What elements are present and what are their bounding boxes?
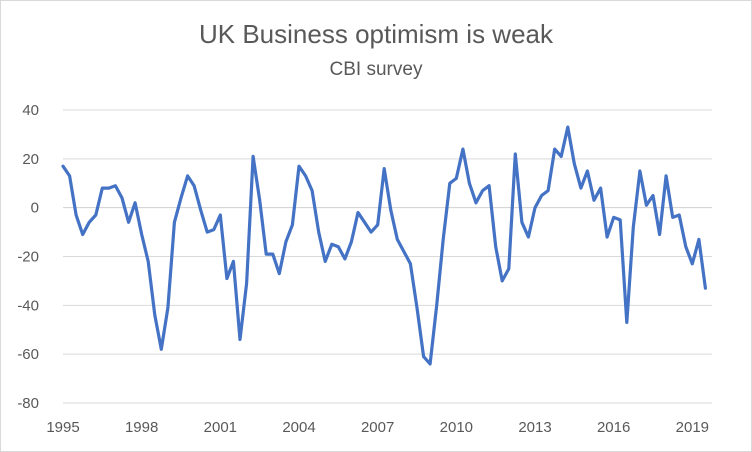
x-tick-label: 2004: [282, 419, 315, 436]
x-tick-label: 1995: [46, 419, 79, 436]
x-tick-label: 1998: [125, 419, 158, 436]
x-tick-label: 2007: [361, 419, 394, 436]
series-line: [61, 125, 708, 366]
y-tick-label: 0: [31, 200, 39, 217]
x-tick-label: 2010: [440, 419, 473, 436]
y-tick-label: -80: [17, 395, 39, 412]
chart-subtitle: CBI survey: [329, 59, 423, 80]
y-tick-label: -60: [17, 346, 39, 363]
x-tick-label: 2016: [597, 419, 630, 436]
y-tick-label: 40: [22, 102, 39, 119]
y-tick-label: -40: [17, 297, 39, 314]
chart-title: UK Business optimism is weak: [199, 19, 553, 49]
y-tick-label: 20: [22, 151, 39, 168]
x-tick-label: 2001: [204, 419, 237, 436]
x-tick-label: 2013: [518, 419, 551, 436]
y-tick-label: -20: [17, 249, 39, 266]
x-tick-label: 2019: [676, 419, 709, 436]
